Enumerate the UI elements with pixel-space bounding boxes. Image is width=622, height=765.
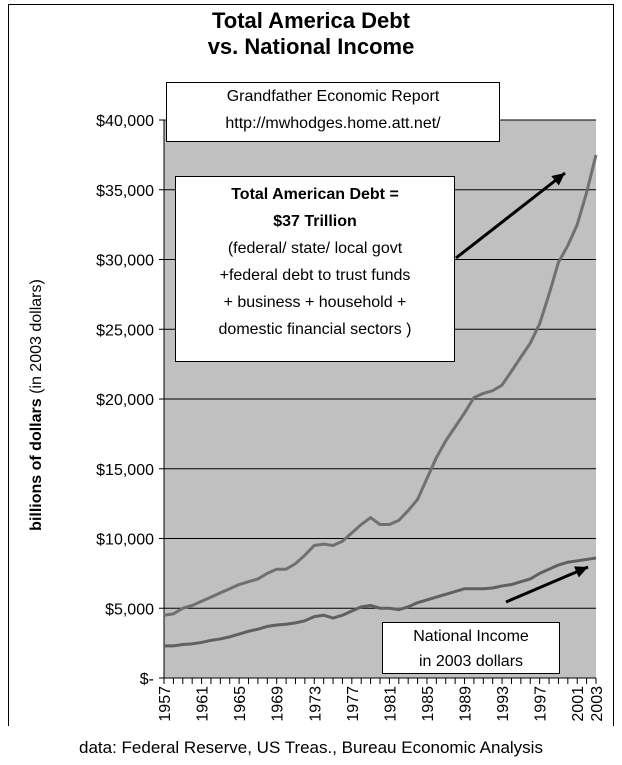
y-tick-label: $40,000	[96, 113, 154, 130]
debt-annotation-line6: domestic financial sectors )	[218, 321, 412, 338]
debt-annotation-line2: $37 Trillion	[273, 213, 357, 230]
y-tick-label: $25,000	[96, 322, 154, 339]
chart-title-line2: vs. National Income	[207, 34, 415, 59]
x-tick-label: 1993	[495, 686, 512, 722]
x-tick-label: 1981	[382, 686, 399, 722]
debt-annotation-line4: +federal debt to trust funds	[219, 267, 411, 284]
x-tick-label: 1957	[157, 686, 174, 722]
credit-line1: Grandfather Economic Report	[226, 88, 440, 105]
y-tick-label: $5,000	[105, 601, 154, 618]
x-tick-label: 1989	[458, 686, 475, 722]
x-tick-label: 2003	[589, 686, 606, 722]
x-tick-label: 1977	[345, 686, 362, 722]
credit-line2: http://mwhodges.home.att.net/	[225, 115, 441, 132]
source-note: data: Federal Reserve, US Treas., Bureau…	[79, 738, 543, 757]
debt-annotation: Total American Debt = $37 Trillion (fede…	[175, 176, 455, 362]
debt-annotation-line3: (federal/ state/ local govt	[227, 240, 403, 257]
income-arrow-head	[574, 566, 588, 578]
debt-annotation-line1: Total American Debt =	[231, 186, 399, 203]
income-annotation: National Income in 2003 dollars	[382, 622, 560, 674]
y-tick-label: $-	[140, 671, 154, 688]
credit-box: Grandfather Economic Report http://mwhod…	[166, 82, 500, 142]
chart-title-line1: Total America Debt	[211, 8, 411, 33]
debt-arrow-head	[551, 173, 565, 186]
x-tick-label: 1973	[307, 686, 324, 722]
y-tick-label: $35,000	[96, 183, 154, 200]
chart-frame	[8, 4, 614, 726]
income-annotation-line2: in 2003 dollars	[418, 653, 524, 670]
x-tick-label: 1961	[195, 686, 212, 722]
y-tick-label: $30,000	[96, 253, 154, 270]
x-tick-label: 1997	[533, 686, 550, 722]
debt-arrow	[455, 171, 566, 260]
income-arrow	[505, 565, 589, 604]
x-tick-label: 2001	[570, 686, 587, 722]
debt-annotation-line5: + business + household +	[223, 294, 407, 311]
series-line-national-income	[164, 556, 597, 648]
series-line-total-debt	[163, 154, 598, 617]
y-tick-label: $15,000	[96, 462, 154, 479]
x-tick-label: 1969	[270, 686, 287, 722]
y-tick-label: $20,000	[96, 392, 154, 409]
income-annotation-line1: National Income	[413, 628, 529, 645]
x-tick-label: 1985	[420, 686, 437, 722]
y-axis-label: billions of dollars (in 2003 dollars)	[28, 279, 45, 531]
x-tick-label: 1965	[232, 686, 249, 722]
y-tick-label: $10,000	[96, 532, 154, 549]
